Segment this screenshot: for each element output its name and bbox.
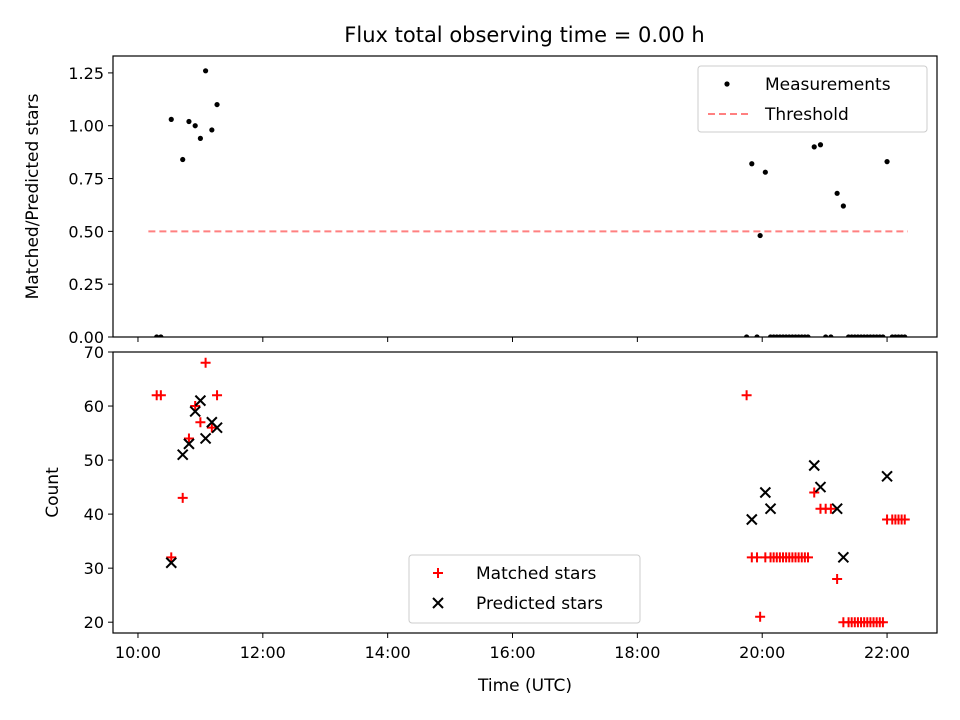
matched-star-point xyxy=(212,390,223,401)
top-plot-area xyxy=(148,68,908,337)
top-y-tick-label: 0.25 xyxy=(68,275,104,294)
bottom-y-tick-label: 60 xyxy=(84,397,104,416)
top-y-tick-label: 1.25 xyxy=(68,64,104,83)
top-y-tick-label: 0.50 xyxy=(68,222,104,241)
matched-star-point xyxy=(809,487,820,498)
bottom-y-tick-label: 20 xyxy=(84,613,104,632)
legend-measurements-marker xyxy=(724,81,730,87)
measurement-point xyxy=(209,127,215,133)
bottom-x-tick-label: 18:00 xyxy=(614,643,660,662)
top-y-axis-label: Matched/Predicted stars xyxy=(23,93,43,299)
matched-star-point xyxy=(825,503,836,514)
bottom-plot-area xyxy=(151,357,910,628)
measurement-point xyxy=(840,203,846,209)
matched-star-point xyxy=(200,357,211,368)
predicted-star-point xyxy=(764,503,777,515)
top-legend: Measurements Threshold xyxy=(697,65,928,133)
top-y-tick-label: 1.00 xyxy=(68,117,104,136)
bottom-x-tick-label: 22:00 xyxy=(864,643,910,662)
measurement-point xyxy=(180,156,186,163)
x-axis-label: Time (UTC) xyxy=(477,676,572,696)
bottom-x-tick-label: 12:00 xyxy=(240,643,286,662)
predicted-star-point xyxy=(199,432,212,445)
legend-measurements-label: Measurements xyxy=(765,75,891,95)
measurement-point xyxy=(168,116,174,122)
matched-star-point xyxy=(206,422,217,433)
measurement-point xyxy=(805,334,811,337)
legend-matched-marker xyxy=(433,568,443,578)
predicted-star-point xyxy=(808,459,820,472)
bottom-y-tick-label: 50 xyxy=(84,451,104,470)
bottom-y-tick-label: 40 xyxy=(84,505,104,524)
measurement-point xyxy=(884,159,890,165)
predicted-star-point xyxy=(183,438,195,450)
measurement-point xyxy=(762,169,768,175)
bottom-y-tick-label: 70 xyxy=(84,343,104,362)
matched-star-point xyxy=(755,611,766,622)
matched-star-point xyxy=(166,552,177,563)
measurement-point xyxy=(880,334,886,337)
predicted-star-point xyxy=(189,405,201,418)
predicted-star-point xyxy=(881,470,893,482)
matched-star-point xyxy=(899,514,910,525)
bottom-panel: 20 30 40 50 60 70 Count 10:00 12:00 14:00 16:00 18:… xyxy=(43,343,938,696)
matched-star-point xyxy=(877,617,888,628)
matched-star-point xyxy=(832,573,843,584)
bottom-x-tick-label: 14:00 xyxy=(365,643,411,662)
bottom-y-tick-label: 30 xyxy=(84,559,104,578)
matched-star-point xyxy=(183,433,194,444)
predicted-star-point xyxy=(165,557,177,569)
top-axes-frame xyxy=(112,55,938,338)
bottom-legend-box xyxy=(408,554,641,624)
legend-predicted-marker xyxy=(432,597,444,609)
measurement-point xyxy=(186,118,192,125)
bottom-legend: Matched stars Predicted stars xyxy=(408,554,641,624)
predicted-star-point xyxy=(814,481,827,493)
measurement-point xyxy=(197,135,203,141)
top-panel: 0.00 0.25 0.50 0.75 1.00 1.25 Matched/Predicte… xyxy=(23,55,938,347)
predicted-star-point xyxy=(746,513,758,526)
legend-predicted-label: Predicted stars xyxy=(476,594,603,614)
bottom-x-tick-label: 20:00 xyxy=(739,643,785,662)
top-legend-box xyxy=(697,65,928,133)
predicted-star-point xyxy=(831,503,843,515)
predicted-star-point xyxy=(759,486,772,499)
matched-star-point xyxy=(741,390,752,401)
bottom-axes-frame xyxy=(112,351,938,634)
legend-threshold-label: Threshold xyxy=(764,105,849,125)
matched-star-point xyxy=(190,401,201,412)
legend-matched-label: Matched stars xyxy=(476,564,596,584)
predicted-star-point xyxy=(837,551,850,564)
chart-title: Flux total observing time = 0.00 h xyxy=(344,23,704,47)
bottom-y-axis-label: Count xyxy=(43,467,63,518)
measurement-point xyxy=(154,334,160,337)
predicted-star-point xyxy=(176,448,189,461)
matched-star-point xyxy=(155,390,166,401)
predicted-star-point xyxy=(211,421,223,434)
bottom-x-tick-label: 16:00 xyxy=(489,643,535,662)
measurement-point xyxy=(823,334,829,337)
measurement-point xyxy=(744,334,750,337)
measurement-point xyxy=(828,334,834,337)
top-y-tick-label: 0.00 xyxy=(68,328,104,347)
measurement-point xyxy=(757,232,763,239)
measurement-point xyxy=(811,144,817,150)
measurement-point xyxy=(902,334,908,337)
measurement-point xyxy=(817,142,824,148)
matched-star-point xyxy=(802,552,813,563)
matched-star-point xyxy=(177,492,188,503)
bottom-x-tick-label: 10:00 xyxy=(115,643,161,662)
predicted-star-point xyxy=(194,394,207,407)
measurement-point xyxy=(754,334,760,337)
matched-star-point xyxy=(195,417,206,428)
measurement-point xyxy=(202,68,209,74)
measurement-point xyxy=(749,161,755,167)
top-y-tick-label: 0.75 xyxy=(68,170,104,189)
measurement-point xyxy=(158,334,164,337)
measurement-point xyxy=(834,190,840,196)
measurement-point xyxy=(214,101,220,108)
measurement-point xyxy=(192,123,198,129)
